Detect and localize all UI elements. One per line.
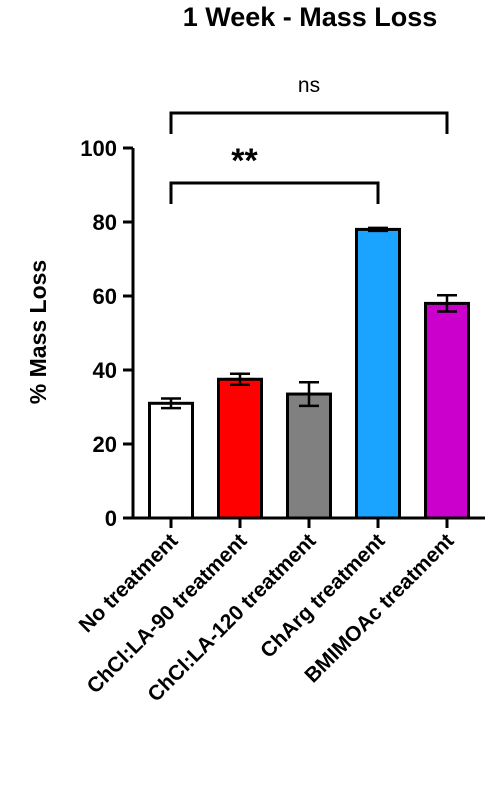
bar: [424, 301, 470, 520]
category-label: ChArg treatment: [256, 529, 389, 662]
y-tick-label: 0: [105, 506, 117, 531]
bar: [355, 227, 401, 520]
bar: [148, 401, 194, 520]
y-tick-label: 40: [93, 358, 117, 383]
y-tick-label: 100: [80, 136, 117, 161]
y-tick-label: 20: [93, 432, 117, 457]
bar: [217, 377, 263, 520]
significance-bracket: [169, 111, 449, 134]
chart-title: 1 Week - Mass Loss: [183, 2, 438, 32]
y-axis-title: % Mass Loss: [25, 260, 51, 404]
y-tick-label: 80: [93, 210, 117, 235]
significance-label: ns: [298, 74, 320, 97]
bar: [286, 392, 332, 520]
y-tick-label: 60: [93, 284, 117, 309]
significance-bracket: [169, 181, 380, 204]
significance-label: **: [231, 142, 258, 180]
